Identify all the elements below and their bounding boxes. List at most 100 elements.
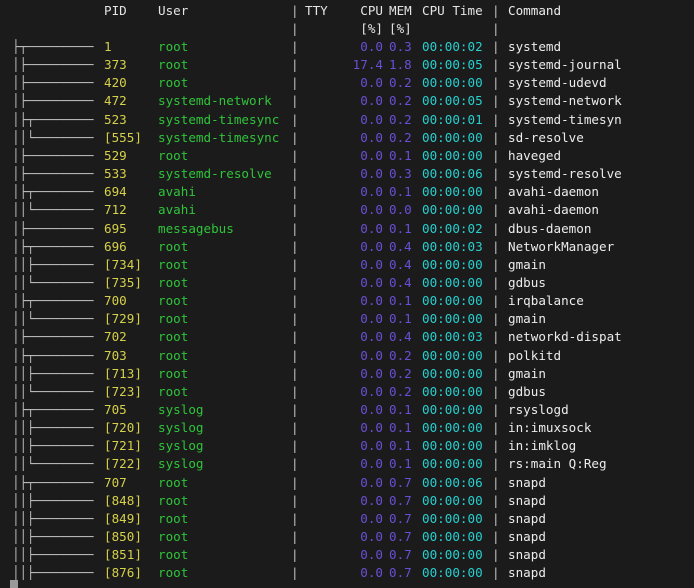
column-separator: |	[291, 129, 299, 145]
column-separator: |	[291, 3, 299, 18]
process-pid: 694	[104, 184, 127, 200]
process-row[interactable]: │├───────── 472 systemd-network | 0.0 0.2 00:0…	[0, 92, 694, 110]
process-cpu-time: 00:00:00	[422, 456, 483, 472]
process-row[interactable]: ││├──────── [734] root | 0.0 0.4 00:00:00 | gmai…	[0, 256, 694, 274]
process-command: systemd-network	[508, 93, 622, 109]
column-separator: |	[492, 383, 500, 399]
process-mem: 0.2	[389, 93, 412, 109]
process-mem: 0.0	[389, 202, 412, 218]
process-user: syslog	[158, 456, 204, 472]
process-cpu: 0.0	[360, 565, 383, 581]
process-cpu-time: 00:00:00	[422, 492, 483, 508]
process-row[interactable]: │├┬──────── 696 root | 0.0 0.4 00:00:03 | Networ…	[0, 238, 694, 256]
process-cpu: 17.4	[352, 57, 383, 73]
process-row[interactable]: ││├──────── [851] root | 0.0 0.7 00:00:00 | snap…	[0, 546, 694, 564]
column-separator: |	[291, 274, 299, 290]
process-cpu: 0.0	[360, 75, 383, 91]
process-tree-branch: │├┬────────	[12, 293, 94, 309]
process-pid: 702	[104, 329, 127, 345]
column-separator: |	[492, 111, 500, 127]
process-cpu-time: 00:00:00	[422, 438, 483, 454]
process-row[interactable]: │├┬──────── 694 avahi | 0.0 0.1 00:00:00 | avahi…	[0, 183, 694, 201]
process-user: avahi	[158, 202, 196, 218]
column-separator: |	[291, 547, 299, 563]
process-command: dbus-daemon	[508, 220, 592, 236]
header-user[interactable]: User	[158, 3, 189, 18]
column-separator: |	[291, 383, 299, 399]
process-command: avahi-daemon	[508, 202, 599, 218]
process-row[interactable]: ││├──────── [721] syslog | 0.0 0.1 00:00:00 | in…	[0, 437, 694, 455]
process-row[interactable]: ││└──────── [723] root | 0.0 0.2 00:00:00 | gdbu…	[0, 383, 694, 401]
process-row[interactable]: │├───────── 702 root | 0.0 0.4 00:00:03 | networ…	[0, 328, 694, 346]
process-row[interactable]: ││└──────── 712 avahi | 0.0 0.0 00:00:00 | avahi…	[0, 201, 694, 219]
process-row[interactable]: ││├──────── [849] root | 0.0 0.7 00:00:00 | snap…	[0, 510, 694, 528]
process-row[interactable]: ││├──────── [720] syslog | 0.0 0.1 00:00:00 | in…	[0, 419, 694, 437]
process-cpu: 0.0	[360, 220, 383, 236]
process-row[interactable]: ││└──────── [735] root | 0.0 0.4 00:00:00 | gdbu…	[0, 274, 694, 292]
header-pid[interactable]: PID	[104, 3, 127, 18]
process-cpu: 0.0	[360, 402, 383, 417]
process-tree-branch: ││├────────	[12, 256, 94, 272]
process-cpu: 0.0	[360, 166, 383, 182]
process-row[interactable]: ││├──────── [850] root | 0.0 0.7 00:00:00 | snap…	[0, 528, 694, 546]
process-cpu-time: 00:00:00	[422, 75, 483, 91]
process-tree-branch: ││└────────	[12, 311, 94, 327]
column-separator: |	[492, 529, 500, 545]
process-tree-branch: ││├────────	[12, 510, 94, 526]
header-command[interactable]: Command	[508, 3, 562, 18]
process-row[interactable]: │├┬──────── 700 root | 0.0 0.1 00:00:00 | irqbal…	[0, 292, 694, 310]
process-command: irqbalance	[508, 293, 584, 309]
header-cpu-time[interactable]: CPU Time	[422, 3, 483, 18]
process-command: haveged	[508, 147, 562, 163]
process-row[interactable]: │├───────── 695 messagebus | 0.0 0.1 00:00:02 |…	[0, 220, 694, 238]
header-tty[interactable]: TTY	[305, 3, 328, 18]
process-mem: 0.4	[389, 329, 412, 345]
process-row[interactable]: ││├──────── [876] root | 0.0 0.7 00:00:00 | snap…	[0, 564, 694, 582]
header-cpu-unit: [%]	[360, 21, 383, 36]
process-row[interactable]: ││└──────── [722] syslog | 0.0 0.1 00:00:00 | rs…	[0, 455, 694, 473]
process-user: root	[158, 347, 189, 363]
process-row[interactable]: ││└──────── [729] root | 0.0 0.1 00:00:00 | gmai…	[0, 310, 694, 328]
process-row[interactable]: │├┬──────── 705 syslog | 0.0 0.1 00:00:00 | rsys…	[0, 401, 694, 419]
process-row[interactable]: ││└──────── [555] systemd-timesync | 0.0 0.2 0…	[0, 129, 694, 147]
header-cpu[interactable]: CPU	[360, 3, 383, 18]
process-row[interactable]: │├┬──────── 523 systemd-timesync | 0.0 0.2 00:…	[0, 111, 694, 129]
process-pid: 705	[104, 402, 127, 417]
process-row[interactable]: ││├──────── [848] root | 0.0 0.7 00:00:00 | snap…	[0, 492, 694, 510]
process-row[interactable]: │├───────── 533 systemd-resolve | 0.0 0.3 00:0…	[0, 165, 694, 183]
process-row[interactable]: │├┬──────── 703 root | 0.0 0.2 00:00:00 | polkit…	[0, 347, 694, 365]
process-pid: 472	[104, 93, 127, 109]
column-separator: |	[291, 420, 299, 436]
column-separator: |	[492, 293, 500, 309]
process-user: syslog	[158, 438, 204, 454]
process-command: networkd-dispat	[508, 329, 622, 345]
process-user: avahi	[158, 184, 196, 200]
column-separator: |	[291, 402, 299, 417]
process-pid: [850]	[104, 529, 142, 545]
process-row[interactable]: ├┬───────── 1 root | 0.0 0.3 00:00:02 | systemd	[0, 38, 694, 56]
process-pid: 703	[104, 347, 127, 363]
process-tree-branch: ││└────────	[12, 456, 94, 472]
column-separator: |	[492, 329, 500, 345]
process-mem: 0.1	[389, 311, 412, 327]
process-cpu-time: 00:00:00	[422, 311, 483, 327]
process-cpu: 0.0	[360, 256, 383, 272]
column-separator: |	[291, 311, 299, 327]
process-user: root	[158, 39, 189, 54]
process-row[interactable]: │├───────── 420 root | 0.0 0.2 00:00:00 | system…	[0, 74, 694, 92]
process-mem: 0.7	[389, 565, 412, 581]
process-command: snapd	[508, 547, 546, 563]
process-row[interactable]: │├┬──────── 707 root | 0.0 0.7 00:00:06 | snapd	[0, 474, 694, 492]
process-mem: 0.1	[389, 402, 412, 417]
column-separator: |	[291, 474, 299, 490]
process-row[interactable]: │├───────── 529 root | 0.0 0.1 00:00:00 | havege…	[0, 147, 694, 165]
process-cpu: 0.0	[360, 510, 383, 526]
column-separator: |	[492, 220, 500, 236]
process-pid: 696	[104, 238, 127, 254]
header-mem[interactable]: MEM	[389, 3, 412, 18]
process-command: avahi-daemon	[508, 184, 599, 200]
process-tree-branch: ││├────────	[12, 365, 94, 381]
process-row[interactable]: ││├──────── [713] root | 0.0 0.2 00:00:00 | gmai…	[0, 365, 694, 383]
process-row[interactable]: │├───────── 373 root | 17.4 1.8 00:00:05 | syste…	[0, 56, 694, 74]
